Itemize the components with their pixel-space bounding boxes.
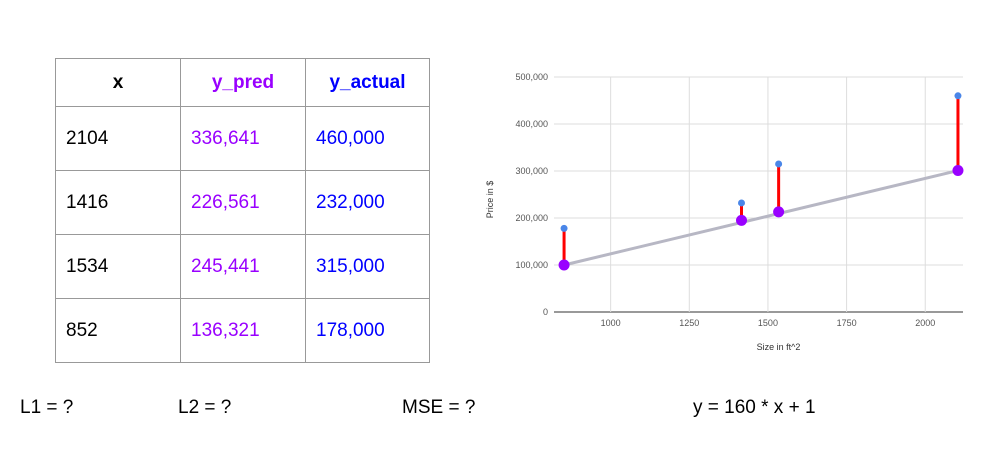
cell-y-actual: 178,000 — [305, 298, 430, 363]
cell-x: 1534 — [55, 234, 181, 299]
equation-label: y = 160 * x + 1 — [693, 397, 816, 418]
header-y-actual: y_actual — [305, 58, 430, 107]
y-tick-label: 200,000 — [515, 213, 548, 223]
header-y-pred: y_pred — [180, 58, 306, 107]
cell-x: 1416 — [55, 170, 181, 235]
cell-y-pred: 336,641 — [180, 106, 306, 171]
actual-point — [775, 160, 783, 168]
cell-x: 852 — [55, 298, 181, 363]
actual-point — [560, 224, 568, 232]
mse-label: MSE = ? — [402, 397, 476, 418]
y-tick-label: 0 — [543, 307, 548, 317]
scatter-chart: 0 100,000 200,000 300,000 400,000 500,000 1000… — [485, 72, 964, 352]
predicted-point — [736, 214, 748, 226]
predicted-point — [558, 259, 570, 271]
table-row: 2104 336,641 460,000 — [55, 106, 430, 171]
y-tick-label: 400,000 — [515, 119, 548, 129]
predicted-point — [773, 206, 785, 218]
regression-line — [563, 169, 959, 267]
cell-y-actual: 232,000 — [305, 170, 430, 235]
y-tick-label: 100,000 — [515, 260, 548, 270]
y-axis-title: Price in $ — [485, 181, 495, 219]
table-header-row: x y_pred y_actual — [55, 58, 430, 107]
table-row: 1534 245,441 315,000 — [55, 234, 430, 299]
x-tick-label: 1750 — [837, 318, 857, 328]
x-tick-label: 1250 — [679, 318, 699, 328]
actual-point — [954, 92, 962, 100]
y-tick-label: 300,000 — [515, 166, 548, 176]
cell-x: 2104 — [55, 106, 181, 171]
l2-label: L2 = ? — [178, 397, 232, 418]
x-tick-label: 2000 — [915, 318, 935, 328]
cell-y-pred: 245,441 — [180, 234, 306, 299]
cell-y-actual: 460,000 — [305, 106, 430, 171]
predicted-point — [952, 165, 964, 177]
x-tick-label: 1000 — [601, 318, 621, 328]
cell-y-pred: 136,321 — [180, 298, 306, 363]
actual-point — [738, 199, 746, 207]
header-x: x — [55, 58, 181, 107]
table-row: 852 136,321 178,000 — [55, 298, 430, 363]
x-tick-label: 1500 — [758, 318, 778, 328]
cell-y-pred: 226,561 — [180, 170, 306, 235]
x-axis-title: Size in ft^2 — [757, 342, 801, 352]
data-table: x y_pred y_actual 2104 336,641 460,000 1… — [55, 58, 430, 363]
table-row: 1416 226,561 232,000 — [55, 170, 430, 235]
l1-label: L1 = ? — [20, 397, 74, 418]
y-tick-label: 500,000 — [515, 72, 548, 82]
cell-y-actual: 315,000 — [305, 234, 430, 299]
